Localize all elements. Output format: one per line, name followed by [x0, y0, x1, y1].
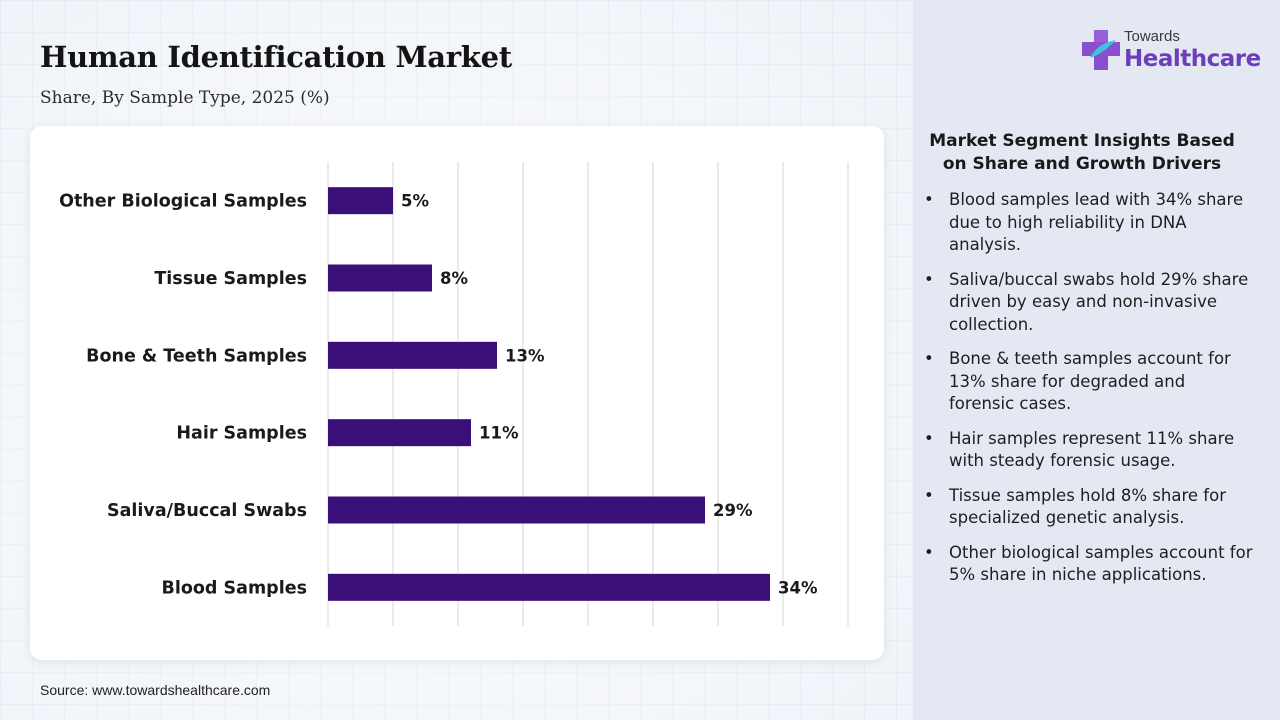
- medical-cross-logo-icon: [1082, 30, 1120, 70]
- insight-item: • Saliva/buccal swabs hold 29% share driv…: [924, 269, 1254, 337]
- insight-item: • Hair samples represent 11% share with s…: [924, 428, 1254, 473]
- insight-item: • Blood samples lead with 34% share due t…: [924, 189, 1254, 257]
- insight-text: Hair samples represent 11% share with st…: [949, 428, 1235, 471]
- insight-item: • Other biological samples account for 5%…: [924, 542, 1254, 587]
- bar: [328, 496, 705, 524]
- insights-title: Market Segment Insights Based on Share a…: [929, 131, 1235, 174]
- insight-text: Saliva/buccal swabs hold 29% share drive…: [949, 269, 1249, 334]
- category-label: Saliva/Buccal Swabs: [107, 501, 307, 521]
- insight-item: • Tissue samples hold 8% share for specia…: [924, 485, 1254, 530]
- data-label: 11%: [479, 424, 519, 443]
- logo-small-text: Towards: [1124, 28, 1180, 45]
- data-label: 13%: [505, 346, 545, 365]
- data-label: 8%: [440, 269, 468, 288]
- chart-card: Other Biological Samples 5% Tissue Samples…: [30, 126, 884, 660]
- bar-chart: Other Biological Samples 5% Tissue Samples…: [59, 162, 849, 626]
- bullet-marker: •: [924, 349, 934, 368]
- page-subtitle: Share, By Sample Type, 2025 (%): [40, 88, 330, 108]
- bar: [328, 264, 432, 292]
- data-label: 29%: [713, 501, 753, 520]
- bullet-marker: •: [924, 485, 934, 505]
- bar: [328, 419, 471, 447]
- bullet-marker: •: [924, 269, 934, 289]
- data-label: 34%: [778, 578, 818, 597]
- bullet-marker: •: [924, 428, 934, 448]
- logo-big-text: Healthcare: [1124, 46, 1261, 72]
- source-note: Source: www.towardshealthcare.com: [40, 682, 271, 698]
- category-label: Other Biological Samples: [59, 192, 307, 212]
- bar: [328, 187, 393, 215]
- insight-item: • Bone & teeth samples account for 13% sh…: [924, 348, 1254, 416]
- insight-text: Other biological samples account for 5% …: [949, 542, 1253, 585]
- brand-logo: Towards Healthcare: [1080, 26, 1261, 78]
- bullet-marker: •: [924, 190, 934, 209]
- data-label: 5%: [401, 192, 429, 211]
- category-label: Hair Samples: [176, 424, 307, 444]
- insight-text: Bone & teeth samples account for 13% sha…: [949, 349, 1231, 413]
- bullet-marker: •: [924, 542, 934, 562]
- insight-text: Blood samples lead with 34% share due to…: [949, 190, 1244, 254]
- category-label: Bone & Teeth Samples: [86, 346, 307, 366]
- insights-panel: [913, 0, 1280, 720]
- page-title: Human Identification Market: [40, 40, 512, 74]
- category-label: Tissue Samples: [154, 269, 307, 289]
- category-label: Blood Samples: [162, 578, 307, 598]
- bar: [328, 573, 770, 601]
- bar: [328, 341, 497, 369]
- insights-list: • Blood samples lead with 34% share due t…: [924, 189, 1254, 599]
- insight-text: Tissue samples hold 8% share for special…: [949, 485, 1226, 528]
